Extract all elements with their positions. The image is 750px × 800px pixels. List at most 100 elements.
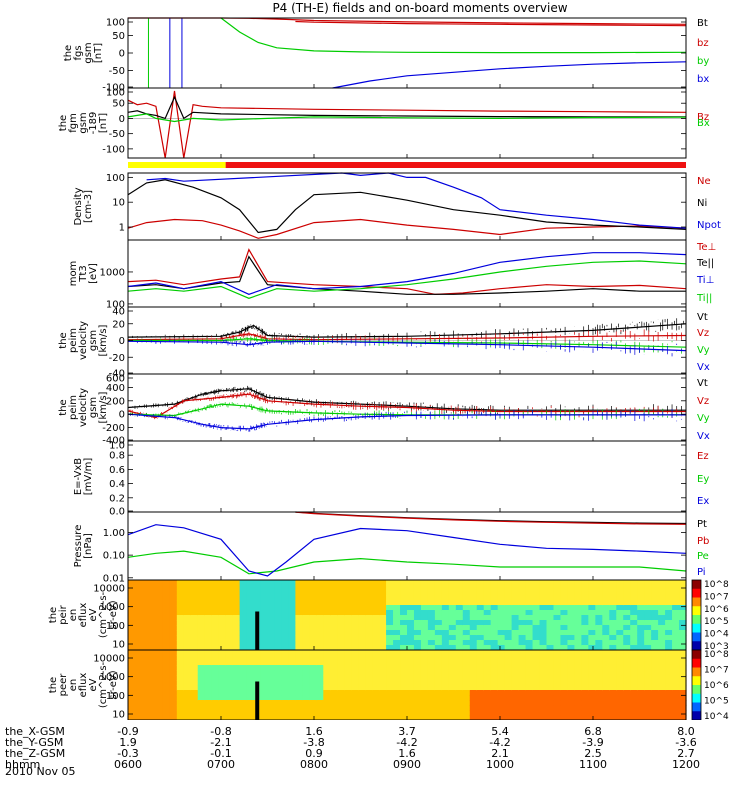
heatmap-cell <box>469 620 478 626</box>
heatmap-cell <box>567 665 575 671</box>
heatmap-cell <box>427 655 436 661</box>
heatmap-cell <box>407 670 415 676</box>
heatmap-cell <box>267 715 276 720</box>
heatmap-cell <box>637 595 645 601</box>
heatmap-cell <box>267 690 276 696</box>
heatmap-cell <box>448 650 457 656</box>
heatmap-cell <box>141 675 150 681</box>
heatmap-cell <box>567 685 575 691</box>
heatmap-cell <box>567 675 575 681</box>
heatmap-cell <box>497 690 506 696</box>
heatmap-cell <box>644 660 652 666</box>
heatmap-cell <box>246 600 255 606</box>
heatmap-cell <box>539 710 548 716</box>
heatmap-cell <box>190 640 199 646</box>
heatmap-cell <box>462 640 471 646</box>
heatmap-cell <box>441 585 450 591</box>
heatmap-cell <box>225 590 234 596</box>
heatmap-cell <box>427 585 436 591</box>
heatmap-cell <box>462 635 471 641</box>
heatmap-cell <box>393 715 401 720</box>
legend-label: Vx <box>697 431 710 442</box>
heatmap-cell <box>546 635 555 641</box>
heatmap-cell <box>358 705 366 711</box>
heatmap-cell <box>225 640 234 646</box>
heatmap-cell <box>483 635 492 641</box>
heatmap-cell <box>323 715 331 720</box>
heatmap-cell <box>337 690 345 696</box>
heatmap-cell <box>246 615 255 621</box>
heatmap-cell <box>365 650 373 656</box>
heatmap-cell <box>281 600 290 606</box>
heatmap-cell <box>365 620 373 626</box>
heatmap-cell <box>602 705 610 711</box>
heatmap-cell <box>337 605 345 611</box>
heatmap-cell <box>658 600 666 606</box>
heatmap-cell <box>295 675 303 681</box>
heatmap-cell <box>476 610 485 616</box>
y-tick-label: 0 <box>119 410 125 421</box>
heatmap-cell <box>169 650 178 656</box>
heatmap-cell <box>267 630 276 636</box>
heatmap-cell <box>574 660 582 666</box>
heatmap-cell <box>595 660 603 666</box>
heatmap-cell <box>511 600 520 606</box>
heatmap-cell <box>288 710 296 716</box>
heatmap-cell <box>539 670 548 676</box>
heatmap-cell <box>358 680 366 686</box>
y-tick-label: 50 <box>112 31 125 42</box>
heatmap-cell <box>539 660 548 666</box>
y-axis-label: the <box>58 332 69 348</box>
heatmap-cell <box>553 600 562 606</box>
heatmap-cell <box>267 660 276 666</box>
heatmap-cell <box>546 610 555 616</box>
heatmap-cell <box>658 665 666 671</box>
heatmap-cell <box>155 690 164 696</box>
heatmap-cell <box>302 640 310 646</box>
mode-bar-yellow <box>128 162 226 168</box>
heatmap-cell <box>183 665 192 671</box>
heatmap-cell <box>309 635 317 641</box>
heatmap-cell <box>365 680 373 686</box>
heatmap-cell <box>672 580 680 586</box>
heatmap-cell <box>679 600 687 606</box>
heatmap-cell <box>427 635 436 641</box>
heatmap-cell <box>511 665 520 671</box>
heatmap-cell <box>232 710 241 716</box>
heatmap-cell <box>400 700 408 706</box>
heatmap-cell <box>239 625 248 631</box>
heatmap-cell <box>497 640 506 646</box>
heatmap-cell <box>469 670 478 676</box>
heatmap-cell <box>232 625 241 631</box>
heatmap-cell <box>616 645 624 651</box>
heatmap-cell <box>267 605 276 611</box>
heatmap-cell <box>155 655 164 661</box>
heatmap-cell <box>288 680 296 686</box>
heatmap-cell <box>567 670 575 676</box>
heatmap-cell <box>190 680 199 686</box>
heatmap-cell <box>246 710 255 716</box>
heatmap-cell <box>316 685 324 691</box>
heatmap-cell <box>128 700 136 706</box>
heatmap-cell <box>365 675 373 681</box>
y-tick-label: 0.6 <box>109 465 125 476</box>
heatmap-cell <box>379 705 387 711</box>
heatmap-cell <box>560 595 569 601</box>
heatmap-cell <box>546 705 555 711</box>
heatmap-cell <box>330 670 338 676</box>
heatmap-cell <box>183 705 192 711</box>
heatmap-cell <box>672 645 680 651</box>
heatmap-cell <box>553 620 562 626</box>
heatmap-cell <box>665 675 673 681</box>
heatmap-cell <box>351 700 359 706</box>
heatmap-cell <box>218 625 227 631</box>
heatmap-cell <box>651 590 659 596</box>
heatmap-cell <box>483 695 492 701</box>
heatmap-cell <box>497 585 506 591</box>
heatmap-cell <box>441 665 450 671</box>
heatmap-cell <box>637 710 645 716</box>
heatmap-cell <box>407 635 415 641</box>
heatmap-cell <box>400 660 408 666</box>
heatmap-cell <box>239 580 248 586</box>
xaxis-tick-label: 8.0 <box>677 725 695 738</box>
